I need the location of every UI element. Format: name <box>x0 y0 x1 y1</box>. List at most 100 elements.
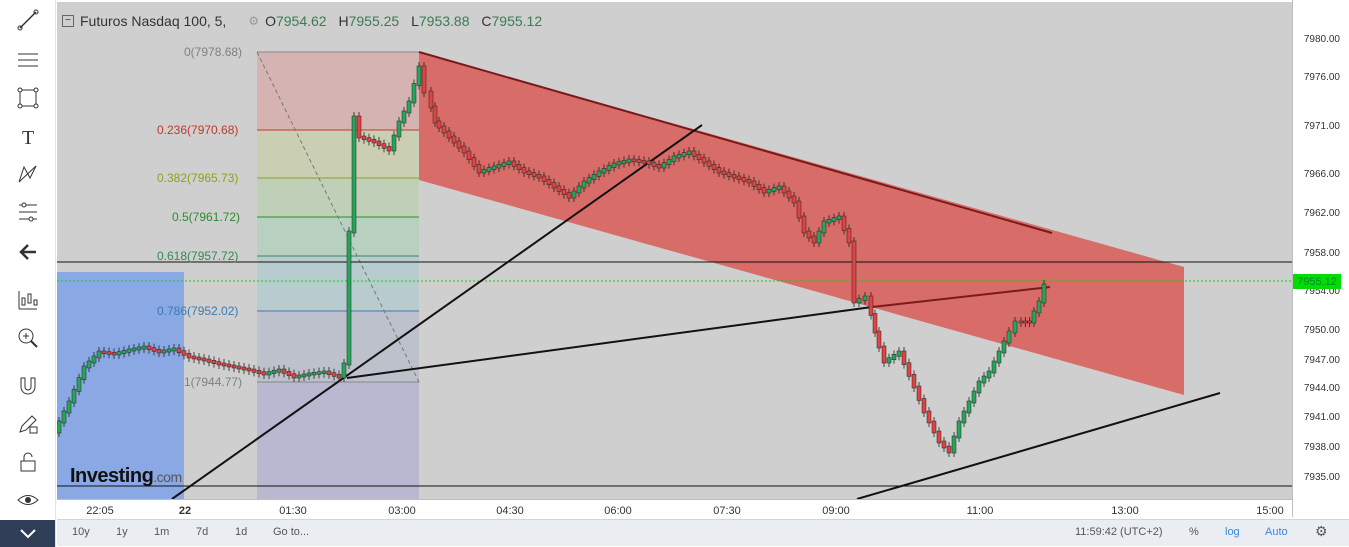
candle-body <box>1041 283 1047 304</box>
goto-button[interactable]: Go to... <box>273 526 310 538</box>
indicators-icon[interactable] <box>0 282 55 318</box>
price-tick: 7958.00 <box>1303 248 1340 259</box>
candle-body <box>316 371 322 375</box>
time-tick: 03:00 <box>388 505 416 517</box>
trend-line-rising[interactable] <box>171 124 703 500</box>
candle-body <box>816 230 822 244</box>
candle-body <box>56 420 62 434</box>
fib-label-05: 0.5(7961.72) <box>172 210 241 224</box>
candle-body <box>771 187 777 192</box>
settings-icon[interactable]: ⚙ <box>248 14 260 28</box>
candle-body <box>376 140 382 146</box>
candle-body <box>716 167 722 174</box>
magnet-icon[interactable] <box>0 368 55 404</box>
candle-body <box>461 145 467 154</box>
settings-gear-icon[interactable]: ⚙ <box>1315 523 1328 539</box>
candle-body <box>786 190 792 199</box>
chart-plot[interactable] <box>56 2 1292 500</box>
range-1m-button[interactable]: 1m <box>154 526 170 538</box>
high-value: 7955.25 <box>348 13 400 29</box>
candle-body <box>906 362 912 377</box>
candle-body <box>1001 340 1007 354</box>
candle-body <box>511 160 517 167</box>
candle-body <box>611 162 617 168</box>
price-tick: 7938.00 <box>1303 442 1340 453</box>
candle-body <box>261 371 267 376</box>
range-1y-button[interactable]: 1y <box>116 526 128 538</box>
log-toggle[interactable]: log <box>1225 526 1240 538</box>
candle-body <box>506 160 512 165</box>
fib-label-0618: 0.618(7957.72) <box>157 249 239 263</box>
rectangle-icon[interactable] <box>0 80 55 116</box>
horizontal-lines-icon[interactable] <box>0 42 55 78</box>
candle-body <box>966 400 972 414</box>
chart-canvas[interactable] <box>56 2 1292 500</box>
candle-body <box>276 368 282 373</box>
channel-upper-line[interactable] <box>418 51 1053 234</box>
candle-body <box>66 400 72 414</box>
fib-tools-icon[interactable] <box>0 194 55 230</box>
candle-body <box>931 420 937 434</box>
candle-body <box>386 146 392 152</box>
pattern-icon[interactable] <box>0 156 55 192</box>
candle-body <box>81 365 87 380</box>
candle-body <box>346 230 352 366</box>
candle-body <box>141 345 147 350</box>
candle-body <box>651 162 657 167</box>
candle-body <box>116 351 122 356</box>
candle-body <box>862 295 868 301</box>
candle-body <box>86 360 92 369</box>
time-tick: 13:00 <box>1111 505 1139 517</box>
candle-body <box>296 374 302 379</box>
candle-body <box>466 150 472 160</box>
candle-body <box>791 195 797 204</box>
collapse-icon[interactable] <box>0 520 55 547</box>
candle-body <box>956 420 962 439</box>
parallel-channel[interactable] <box>419 52 1184 395</box>
percent-toggle[interactable]: % <box>1189 526 1199 538</box>
candle-body <box>676 154 682 159</box>
candle-body <box>551 182 557 189</box>
fib-label-1: 1(7944.77) <box>184 375 243 389</box>
candle-body <box>526 170 532 175</box>
trend-line-converging[interactable] <box>346 306 873 379</box>
range-10y-button[interactable]: 10y <box>72 526 90 538</box>
current-price-tag: 7955.12 <box>1293 274 1341 289</box>
back-arrow-icon[interactable] <box>0 234 55 270</box>
candle-body <box>981 375 987 384</box>
lock-icon[interactable] <box>0 444 55 480</box>
trend-line-icon[interactable] <box>0 2 55 38</box>
pencil-lock-icon[interactable] <box>0 406 55 442</box>
candle-body <box>926 410 932 424</box>
price-axis[interactable]: 7980.00 7976.00 7971.00 7966.00 7962.00 … <box>1292 0 1349 517</box>
candle-body <box>251 368 257 373</box>
candle-body <box>536 174 542 179</box>
text-icon[interactable]: T <box>0 118 55 154</box>
candle-body <box>246 367 252 372</box>
candle-body <box>291 373 297 379</box>
candle-body <box>601 168 607 174</box>
candle-body <box>961 410 967 424</box>
trend-line-support[interactable] <box>856 392 1221 500</box>
candle-body <box>556 185 562 192</box>
time-tick: 09:00 <box>822 505 850 517</box>
range-1d-button[interactable]: 1d <box>235 526 248 538</box>
trend-line-red[interactable] <box>871 286 1051 308</box>
candle-body <box>936 430 942 444</box>
candle-body <box>441 125 447 134</box>
time-tick: 15:00 <box>1256 505 1284 517</box>
candle-body <box>1023 320 1028 324</box>
collapse-legend-icon[interactable]: − <box>62 15 74 27</box>
eye-icon[interactable] <box>0 482 55 518</box>
zoom-in-icon[interactable] <box>0 320 55 356</box>
price-tick: 7935.00 <box>1303 472 1340 483</box>
candle-body <box>656 164 662 169</box>
auto-toggle[interactable]: Auto <box>1265 526 1288 538</box>
candle-body <box>586 177 592 184</box>
fib-retracement[interactable] <box>256 51 420 499</box>
candle-body <box>356 115 362 139</box>
range-7d-button[interactable]: 7d <box>196 526 209 538</box>
time-axis[interactable]: 22:05 22 01:30 03:00 04:30 06:00 07:30 0… <box>57 499 1292 518</box>
candle-body <box>496 164 502 169</box>
candle-body <box>501 162 507 167</box>
